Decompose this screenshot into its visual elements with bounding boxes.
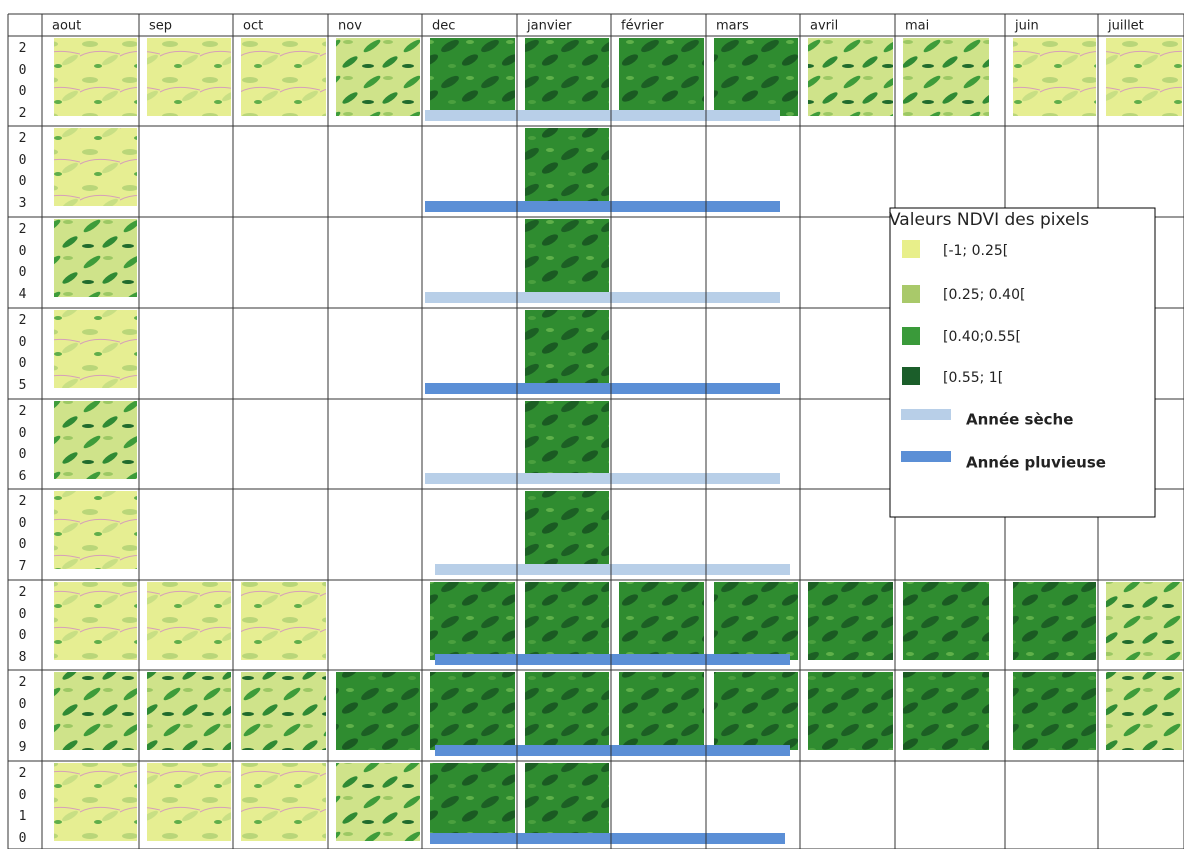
dry-year-bar: [425, 110, 780, 121]
column-header: aout: [52, 19, 81, 34]
ndvi-thumbnail: [241, 672, 326, 750]
ndvi-thumbnail: [525, 128, 609, 206]
ndvi-thumbnail: [808, 672, 893, 750]
wet-year-bar: [435, 654, 790, 665]
legend-box: [889, 207, 1156, 518]
ndvi-thumbnail: [147, 582, 231, 660]
legend-swatch: [902, 327, 920, 345]
ndvi-thumbnail: [808, 582, 893, 660]
ndvi-thumbnail: [619, 672, 704, 750]
legend-swatch: [902, 367, 920, 385]
ndvi-thumbnail: [619, 582, 704, 660]
ndvi-thumbnail: [525, 401, 609, 479]
ndvi-thumbnail: [903, 582, 989, 660]
legend-item: [0.55; 1[: [943, 370, 1003, 386]
ndvi-thumbnail: [525, 672, 609, 750]
ndvi-thumbnail: [336, 38, 420, 116]
year-label: 2006: [18, 404, 27, 484]
ndvi-thumbnail: [54, 128, 137, 206]
year-label: 2007: [18, 494, 27, 574]
ndvi-thumbnail: [903, 672, 989, 750]
dry-year-bar: [425, 292, 780, 303]
ndvi-thumbnail: [1013, 672, 1096, 750]
ndvi-thumbnail: [525, 219, 609, 297]
legend-title: Valeurs NDVI des pixels: [889, 210, 1089, 230]
column-header: juillet: [1107, 19, 1144, 34]
ndvi-thumbnail: [1013, 582, 1096, 660]
ndvi-thumbnail: [241, 38, 326, 116]
year-label: 2003: [18, 131, 27, 211]
ndvi-thumbnail: [525, 763, 609, 841]
wet-year-bar: [430, 833, 785, 844]
ndvi-thumbnail: [430, 582, 515, 660]
legend-swatch: [902, 240, 920, 258]
year-label: 2010: [18, 766, 27, 846]
ndvi-thumbnail: [54, 491, 137, 569]
ndvi-thumbnail: [147, 763, 231, 841]
column-header: dec: [432, 19, 455, 34]
legend-item: [0.25; 0.40[: [943, 287, 1025, 303]
year-label: 2002: [18, 41, 27, 121]
wet-year-bar: [425, 383, 780, 394]
column-header: nov: [338, 19, 362, 34]
ndvi-thumbnail: [241, 763, 326, 841]
ndvi-thumbnail: [1106, 582, 1182, 660]
wet-year-bar: [425, 201, 780, 212]
ndvi-thumbnail: [1106, 672, 1182, 750]
ndvi-thumbnail: [525, 310, 609, 388]
wet-year-bar: [435, 745, 790, 756]
ndvi-thumbnail: [54, 763, 137, 841]
year-label: 2005: [18, 313, 27, 393]
legend-dry-line: [901, 409, 951, 420]
column-header: février: [621, 19, 664, 34]
ndvi-thumbnail: [714, 38, 798, 116]
ndvi-thumbnail: [241, 582, 326, 660]
legend-item: [0.40;0.55[: [943, 329, 1021, 345]
ndvi-thumbnail: [430, 672, 515, 750]
legend-wet: Année pluvieuse: [966, 454, 1106, 472]
ndvi-thumbnail: [54, 38, 137, 116]
legend-dry: Année sèche: [966, 411, 1073, 429]
year-label: 2008: [18, 585, 27, 665]
legend-item: [-1; 0.25[: [943, 243, 1008, 259]
column-header: sep: [149, 19, 172, 34]
ndvi-thumbnail: [714, 672, 798, 750]
column-header: mai: [905, 19, 929, 34]
legend-swatch: [902, 285, 920, 303]
ndvi-thumbnail: [336, 763, 420, 841]
ndvi-thumbnail: [54, 310, 137, 388]
legend-wet-line: [901, 451, 951, 462]
ndvi-thumbnail: [147, 38, 231, 116]
ndvi-thumbnail: [54, 672, 137, 750]
ndvi-thumbnail: [54, 219, 137, 297]
ndvi-thumbnail: [54, 582, 137, 660]
ndvi-thumbnail: [808, 38, 893, 116]
year-label: 2004: [18, 222, 27, 302]
ndvi-thumbnail: [430, 763, 515, 841]
ndvi-thumbnail: [525, 582, 609, 660]
ndvi-thumbnail: [54, 401, 137, 479]
column-header: oct: [243, 19, 263, 34]
ndvi-thumbnail: [336, 672, 420, 750]
ndvi-thumbnail: [619, 38, 704, 116]
ndvi-thumbnail: [525, 491, 609, 569]
ndvi-thumbnail: [1106, 38, 1182, 116]
year-label: 2009: [18, 675, 27, 755]
ndvi-thumbnail: [903, 38, 989, 116]
dry-year-bar: [435, 564, 790, 575]
ndvi-thumbnail: [147, 672, 231, 750]
column-header: mars: [716, 19, 749, 34]
ndvi-thumbnail: [430, 38, 515, 116]
column-header: juin: [1014, 19, 1039, 34]
column-header: avril: [810, 19, 838, 34]
column-header: janvier: [526, 19, 572, 34]
dry-year-bar: [425, 473, 780, 484]
ndvi-thumbnail: [525, 38, 609, 116]
ndvi-thumbnail: [1013, 38, 1096, 116]
ndvi-thumbnail: [714, 582, 798, 660]
